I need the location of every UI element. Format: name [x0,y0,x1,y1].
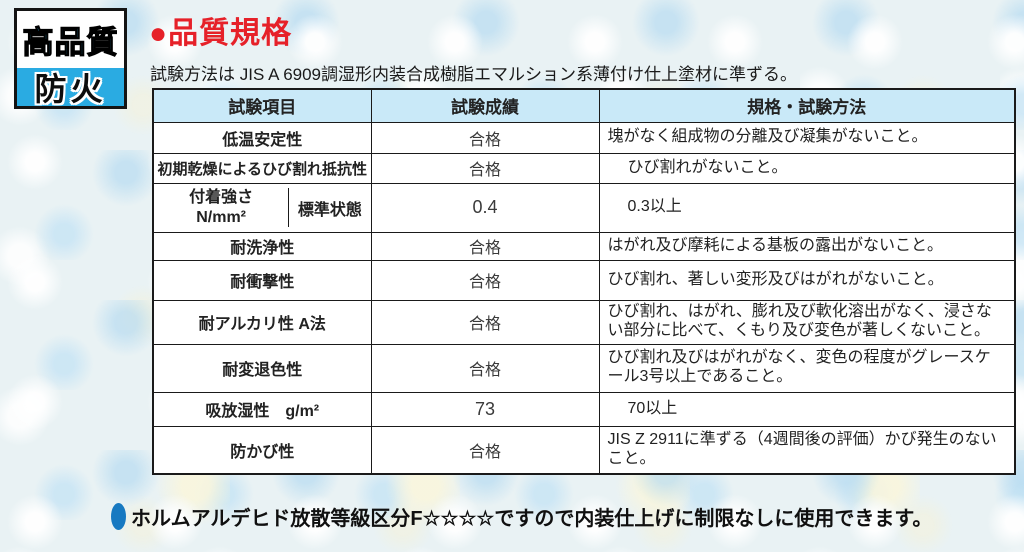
table-row: 耐アルカリ性 A法 合格 ひび割れ、はがれ、膨れ及び軟化溶出がなく、浸さない部分… [152,299,1016,345]
test-result-cell: 合格 [370,121,600,154]
table-row: 耐洗浄性 合格 はがれ及び摩耗による基板の露出がないこと。 [152,231,1016,261]
test-result-cell: 73 [370,391,600,427]
spec-method-cell: ひび割れ及びはがれがなく、変色の程度がグレースケール3号以上であること。 [598,343,1016,393]
table-row: 吸放湿性 g/m² 73 70以上 [152,391,1016,427]
table-header-row: 試験項目 試験成績 規格・試験方法 [152,88,1016,123]
spec-method-cell: ひび割れがないこと。 [598,152,1016,184]
test-result-cell: 合格 [370,425,600,475]
test-result-cell: 合格 [370,259,600,301]
blue-drop-bullet-icon [111,503,126,530]
test-item-cell: 耐衝撃性 [152,259,372,301]
spec-method-cell: 0.3以上 [598,182,1016,233]
test-result-cell: 合格 [370,231,600,261]
col-header-test-item: 試験項目 [152,88,372,123]
adhesion-strength-unit: N/mm² [196,208,246,226]
formaldehyde-note-text: ホルムアルデヒド放散等級区分F☆☆☆☆ですので内装仕上げに制限なしに使用できます… [131,508,933,530]
adhesion-strength-line1: 付着強さ [189,189,254,207]
quality-spec-table: 試験項目 試験成績 規格・試験方法 低温安定性 合格 塊がなく組成物の分離及び凝… [152,88,1016,475]
table-row: 防かび性 合格 JIS Z 2911に準ずる（4週間後の評価）かび発生のないこと… [152,425,1016,475]
test-item-cell: 初期乾燥によるひび割れ抵抗性 [152,152,372,184]
table-row: 耐衝撃性 合格 ひび割れ、著しい変形及びはがれがないこと。 [152,259,1016,301]
adhesion-strength-label: 付着強さ N/mm² [154,188,290,227]
spec-method-cell: 70以上 [598,391,1016,427]
table-row: 低温安定性 合格 塊がなく組成物の分離及び凝集がないこと。 [152,121,1016,154]
test-method-subtitle: 試験方法は JIS A 6909調湿形内装合成樹脂エマルション系薄付け仕上塗材に… [150,65,798,84]
col-header-test-result: 試験成績 [370,88,600,123]
test-result-cell: 0.4 [370,182,600,233]
standard-condition-label: 標準状態 [297,201,362,219]
spec-method-cell: ひび割れ、著しい変形及びはがれがないこと。 [598,259,1016,301]
table-row: 初期乾燥によるひび割れ抵抗性 合格 ひび割れがないこと。 [152,152,1016,184]
page-title: ●品質規格 [149,17,293,50]
test-item-cell: 付着強さ N/mm² 標準状態 [152,182,372,233]
test-item-cell: 防かび性 [152,425,372,475]
test-item-cell: 吸放湿性 g/m² [152,391,372,427]
test-item-cell: 耐アルカリ性 A法 [152,299,372,345]
test-result-cell: 合格 [370,152,600,184]
quality-fireproof-badge: 高品質 防火 [14,8,127,109]
spec-method-cell: JIS Z 2911に準ずる（4週間後の評価）かび発生のないこと。 [598,425,1016,475]
test-item-cell: 耐洗浄性 [152,231,372,261]
badge-high-quality-label: 高品質 [22,24,119,60]
test-item-cell: 耐変退色性 [152,343,372,393]
test-result-cell: 合格 [370,343,600,393]
spec-method-cell: はがれ及び摩耗による基板の露出がないこと。 [598,231,1016,261]
spec-method-cell: ひび割れ、はがれ、膨れ及び軟化溶出がなく、浸さない部分に比べて、くもり及び変色が… [598,299,1016,345]
test-result-cell: 合格 [370,299,600,345]
test-item-cell: 低温安定性 [152,121,372,154]
badge-fireproof-label: 防火 [17,68,124,107]
formaldehyde-note: ホルムアルデヒド放散等級区分F☆☆☆☆ですので内装仕上げに制限なしに使用できます… [111,502,932,531]
table-row: 付着強さ N/mm² 標準状態 0.4 0.3以上 [152,182,1016,233]
col-header-spec-method: 規格・試験方法 [598,88,1016,123]
spec-method-cell: 塊がなく組成物の分離及び凝集がないこと。 [598,121,1016,154]
table-row: 耐変退色性 合格 ひび割れ及びはがれがなく、変色の程度がグレースケール3号以上で… [152,343,1016,393]
